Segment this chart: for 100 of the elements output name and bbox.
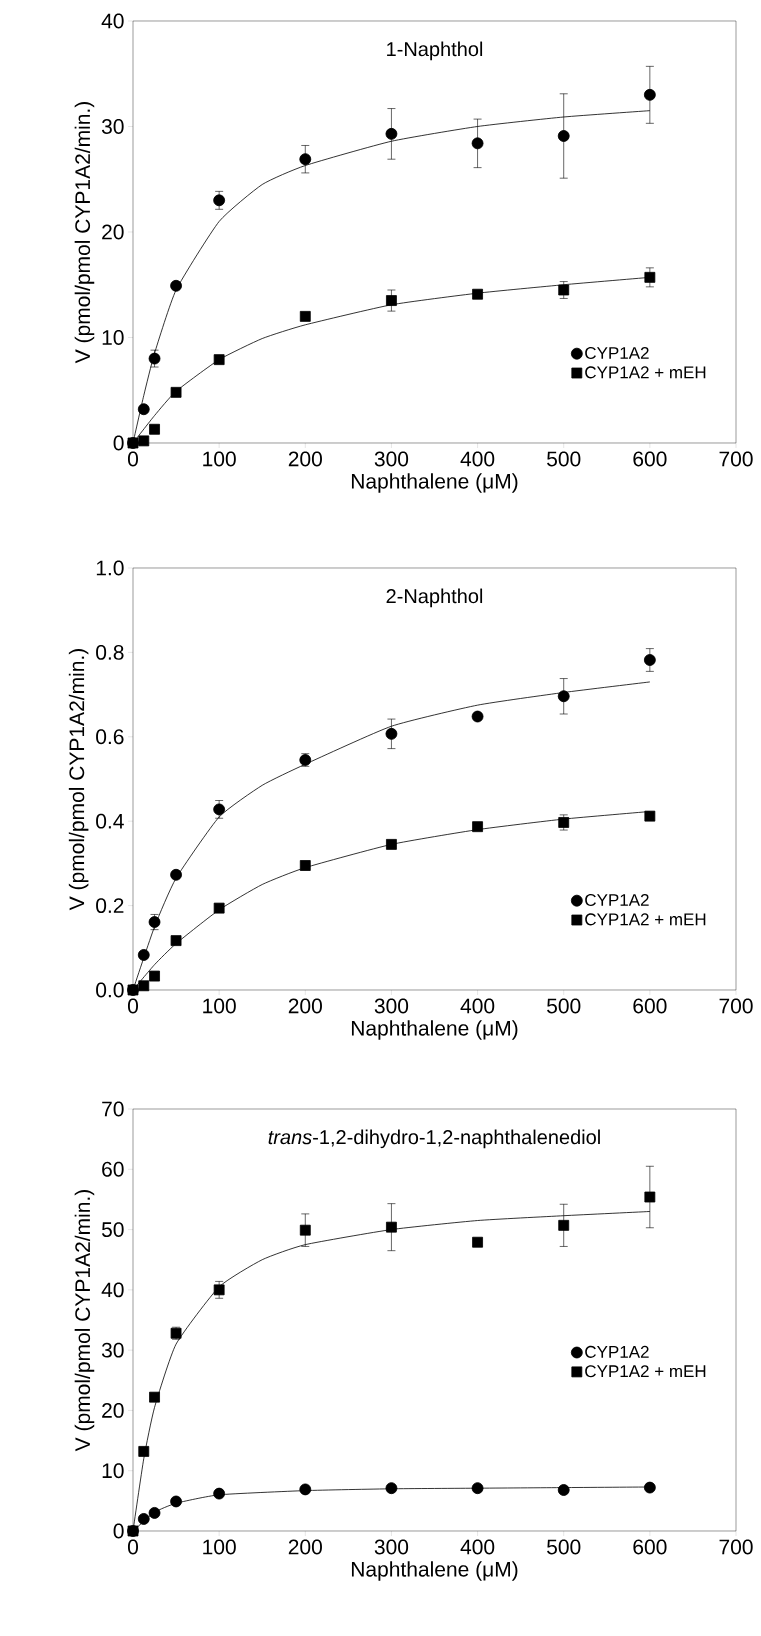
legend-label: CYP1A2 + mEH — [585, 913, 706, 926]
x-tick-label: 500 — [547, 1539, 581, 1555]
point — [471, 1482, 484, 1495]
point — [644, 271, 656, 283]
point — [149, 1391, 160, 1403]
y-tick-label: 0.0 — [96, 982, 124, 998]
text: trans-1,2-dihydro-1,2-naphthalenediol — [268, 1129, 600, 1149]
y-axis-title: V (pmol/pmol CYP1A2/min.) — [68, 649, 89, 911]
y-tick-label: 60 — [102, 1161, 124, 1177]
x-tick-label: 400 — [460, 998, 495, 1014]
point — [472, 288, 483, 300]
y-tick-label: 0 — [113, 435, 124, 451]
point — [170, 868, 182, 881]
x-tick-label: 500 — [547, 998, 581, 1014]
y-tick-label: 0.8 — [96, 644, 124, 660]
legend-label: CYP1A2 — [585, 893, 649, 907]
point — [385, 127, 398, 140]
point — [386, 839, 397, 850]
x-tick-label: 0 — [127, 998, 139, 1014]
x-tick-label: 600 — [633, 451, 667, 467]
x-axis-title: Naphthalene (μM) — [351, 1561, 518, 1581]
y-tick-label: 1.0 — [96, 560, 124, 576]
point — [137, 403, 150, 416]
point — [149, 970, 160, 982]
point — [472, 821, 483, 833]
point — [472, 1236, 483, 1248]
point — [170, 935, 182, 947]
point — [643, 654, 656, 666]
x-tick-label: 500 — [547, 451, 581, 467]
point — [643, 88, 656, 101]
legend-label: CYP1A2 + mEH — [585, 1365, 706, 1378]
x-tick-label: 100 — [203, 998, 236, 1014]
point — [299, 860, 311, 871]
point — [385, 1482, 398, 1495]
point — [557, 130, 570, 142]
point — [557, 1484, 570, 1496]
point — [299, 1483, 312, 1496]
point — [299, 153, 312, 166]
point — [138, 980, 150, 992]
y-tick-label: 10 — [102, 330, 124, 345]
x-tick-label: 400 — [460, 451, 495, 467]
point — [386, 295, 397, 306]
y-tick-label: 30 — [101, 1342, 124, 1358]
x-tick-label: 100 — [203, 1539, 236, 1555]
point — [170, 1495, 182, 1508]
point — [137, 1513, 150, 1525]
y-tick-label: 70 — [102, 1101, 124, 1117]
x-tick-label: 200 — [288, 998, 322, 1014]
text: 2-Naphthol — [386, 588, 483, 608]
y-tick-label: 0.2 — [96, 898, 124, 914]
point — [385, 727, 398, 740]
point — [213, 1487, 226, 1500]
text: 1-Naphthol — [387, 41, 483, 61]
x-tick-label: 700 — [719, 451, 753, 467]
y-tick-label: 40 — [101, 1282, 124, 1298]
y-tick-label: 40 — [101, 13, 124, 29]
y-tick-label: 30 — [101, 119, 124, 134]
point — [644, 810, 656, 822]
y-tick-label: 20 — [102, 224, 124, 240]
point — [213, 354, 225, 366]
legend-label: CYP1A2 — [585, 346, 649, 360]
point — [386, 1221, 397, 1233]
point — [643, 1481, 656, 1494]
y-tick-label: 0.4 — [96, 813, 124, 829]
x-tick-label: 300 — [374, 1539, 409, 1555]
x-tick-label: 100 — [203, 451, 236, 467]
point — [471, 137, 484, 150]
point — [170, 279, 182, 292]
x-tick-label: 700 — [719, 1539, 753, 1555]
x-tick-label: 200 — [288, 1539, 322, 1555]
legend-label: CYP1A2 — [585, 1345, 649, 1358]
y-tick-label: 20 — [102, 1402, 124, 1418]
y-tick-label: 10 — [102, 1463, 124, 1479]
x-tick-label: 300 — [374, 451, 409, 467]
point — [557, 690, 570, 703]
point — [644, 1191, 656, 1203]
x-tick-label: 0 — [127, 451, 139, 467]
point — [558, 1219, 570, 1231]
x-tick-label: 0 — [127, 1539, 139, 1555]
x-tick-label: 700 — [719, 998, 753, 1014]
point — [138, 1446, 150, 1457]
y-axis-title: V (pmol/pmol CYP1A2/min.) — [74, 102, 95, 364]
point — [148, 1507, 161, 1519]
y-tick-label: 0 — [113, 1523, 124, 1539]
x-axis-title: Naphthalene (μM) — [351, 473, 518, 493]
point — [138, 435, 150, 447]
point — [213, 902, 225, 914]
point — [471, 710, 484, 723]
x-tick-label: 600 — [633, 998, 667, 1014]
point — [299, 1224, 311, 1236]
point — [149, 423, 160, 435]
x-tick-label: 600 — [633, 1539, 667, 1555]
point — [170, 386, 182, 398]
x-tick-label: 400 — [460, 1539, 495, 1555]
y-axis-title: V (pmol/pmol CYP1A2/min.) — [74, 1190, 95, 1452]
legend-label: CYP1A2 + mEH — [585, 366, 706, 379]
point — [137, 949, 150, 961]
point — [299, 310, 311, 322]
y-tick-label: 0.6 — [96, 729, 124, 745]
x-tick-label: 300 — [374, 998, 409, 1014]
